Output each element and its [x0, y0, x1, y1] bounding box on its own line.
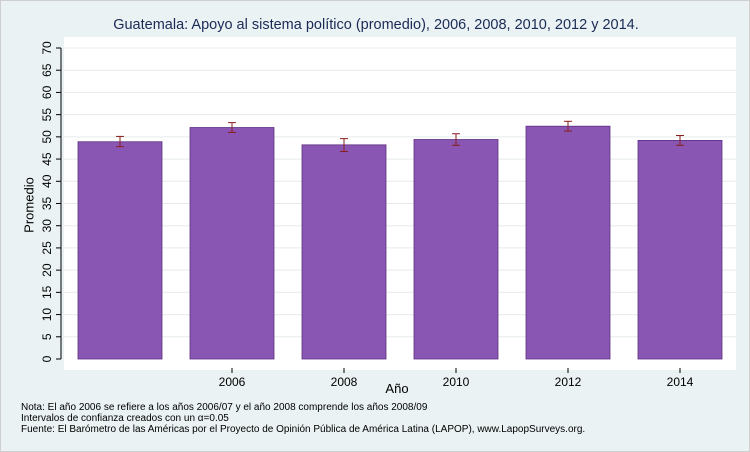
y-tick-label: 15	[40, 285, 54, 299]
note-line: Nota: El año 2006 se refiere a los años …	[21, 402, 428, 413]
error-bar	[564, 120, 572, 132]
x-axis: 2006 2008 2010 2012 2014	[219, 368, 694, 389]
x-tick-label: 2008	[331, 375, 358, 389]
error-bar	[340, 138, 348, 153]
y-tick-label: 10	[40, 308, 54, 322]
bar	[189, 127, 275, 360]
bar-chart: 0 5 10 15 20 25 30 35 40 45 50 55 60 65 70 2006 2008 201…	[40, 37, 736, 389]
bar	[301, 144, 387, 360]
x-axis-label: Año	[385, 381, 409, 396]
y-tick-label: 55	[40, 108, 54, 122]
bar	[525, 125, 611, 360]
y-tick-label: 45	[40, 152, 54, 166]
chart-title: Guatemala: Apoyo al sistema político (pr…	[113, 17, 639, 33]
error-bar	[228, 122, 236, 133]
y-tick-label: 65	[40, 63, 54, 77]
error-bar	[676, 135, 684, 146]
y-tick-label: 0	[40, 355, 54, 362]
y-tick-label: 40	[40, 174, 54, 188]
y-axis-label: Promedio	[21, 177, 37, 233]
error-bar	[452, 133, 460, 146]
gridlines	[64, 47, 736, 338]
x-tick-label: 2006	[219, 375, 246, 389]
error-bars	[116, 120, 684, 153]
y-tick-label: 25	[40, 241, 54, 255]
y-axis: 0 5 10 15 20 25 30 35 40 45 50 55 60 65 70	[40, 41, 62, 362]
bar	[77, 141, 163, 360]
confidence-note: Intervalos de confianza creados con un α…	[21, 413, 229, 424]
bars	[77, 125, 723, 360]
y-tick-label: 30	[40, 219, 54, 233]
x-tick-label: 2012	[555, 375, 582, 389]
x-tick-label: 2014	[667, 375, 694, 389]
y-tick-label: 70	[40, 41, 54, 55]
bar	[413, 139, 499, 360]
x-tick-label: 2010	[443, 375, 470, 389]
y-tick-label: 60	[40, 85, 54, 99]
y-tick-label: 5	[40, 333, 54, 340]
y-tick-label: 35	[40, 197, 54, 211]
y-tick-label: 20	[40, 263, 54, 277]
bar	[637, 140, 723, 360]
error-bar	[116, 135, 124, 148]
y-tick-label: 50	[40, 130, 54, 144]
source-note: Fuente: El Barómetro de las Américas por…	[21, 424, 586, 435]
